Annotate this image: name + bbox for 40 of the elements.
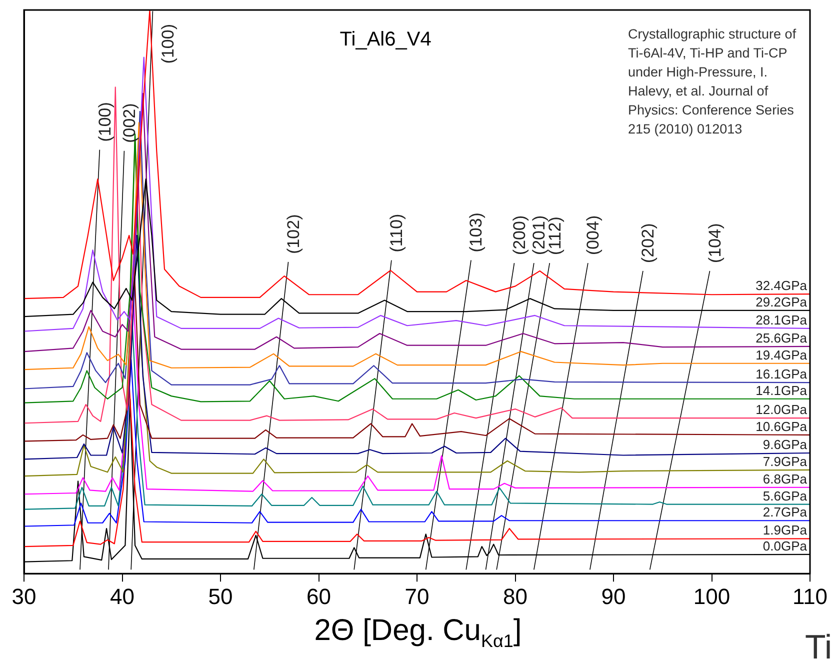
- text: (104): [705, 223, 724, 263]
- text: (100): [158, 24, 178, 64]
- series-label: 32.4GPa: [756, 278, 808, 294]
- x-tick-label: 40: [110, 584, 134, 609]
- text: (102): [284, 214, 303, 254]
- x-tick-label: 70: [404, 584, 430, 609]
- text: (002): [120, 103, 139, 143]
- x-tick-label: 110: [792, 584, 828, 609]
- series-label: 25.6GPa: [756, 330, 808, 346]
- text: (200): [510, 215, 529, 256]
- annotation: Crystallographic structure of Ti-6Al-4V, Ti-HP and Ti-CP under High-Pressure, I. Halevy, et al. Journal of Physics: Conference Series 215 (2010) 012013: [628, 26, 796, 136]
- series-label: 0.0GPa: [762, 538, 808, 554]
- text: (202): [638, 223, 658, 263]
- series-label: 5.6GPa: [762, 488, 808, 504]
- series-label: 6.8GPa: [762, 471, 808, 486]
- series-label: 29.2GPa: [756, 294, 808, 310]
- text: (100): [95, 102, 114, 142]
- series-label: 7.9GPa: [762, 454, 808, 469]
- x-axis-title: 2Θ [Deg. Cu$_{Kα1}$]: [314, 614, 522, 651]
- series-label: 2.7GPa: [762, 504, 808, 520]
- text: (110): [387, 214, 406, 252]
- text: (201): [530, 215, 549, 256]
- text: (004): [584, 215, 603, 256]
- x-tick-label: 100: [693, 584, 730, 609]
- x-tick-label: 50: [208, 584, 233, 609]
- x-tick-label: 60: [306, 584, 331, 609]
- text: Ti_Al6_V4: [340, 28, 432, 51]
- series-label: 10.6GPa: [756, 419, 808, 434]
- x-tick-label: 30: [12, 584, 36, 609]
- series-label: 1.9GPa: [762, 522, 808, 538]
- series-label: 9.6GPa: [762, 437, 808, 452]
- series-label: 19.4GPa: [756, 347, 808, 362]
- x-tick-label: 80: [503, 584, 528, 609]
- series-label: 14.1GPa: [756, 382, 808, 398]
- series-label: 16.1GPa: [756, 366, 808, 382]
- series-label: 12.0GPa: [756, 402, 808, 418]
- text: (103): [466, 212, 486, 252]
- text: Ti: [804, 628, 832, 666]
- series-label: 28.1GPa: [756, 312, 808, 328]
- x-tick-label: 90: [601, 584, 626, 609]
